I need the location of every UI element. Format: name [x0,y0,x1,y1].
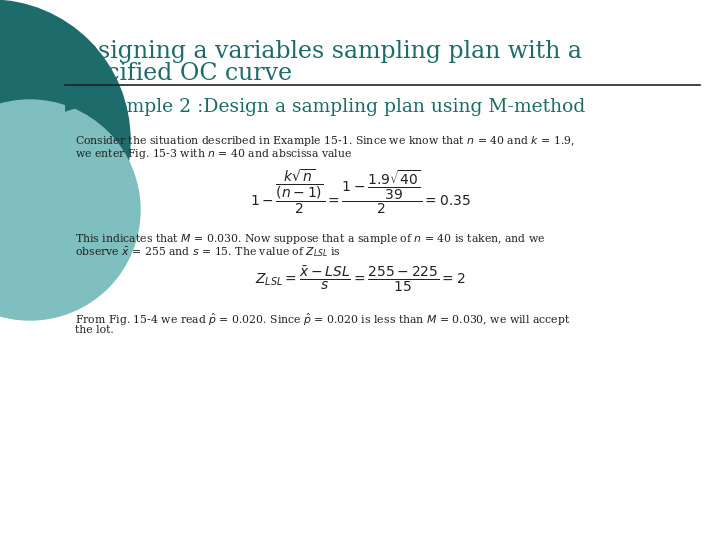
Text: Consider the situation described in Example 15-1. Since we know that $n$ = 40 an: Consider the situation described in Exam… [75,134,575,148]
Text: the lot.: the lot. [75,325,114,335]
Text: ►  Example 2 :Design a sampling plan using M-method: ► Example 2 :Design a sampling plan usin… [65,98,585,116]
Text: specified OC curve: specified OC curve [65,62,292,85]
Text: we enter Fig. 15-3 with $n$ = 40 and abscissa value: we enter Fig. 15-3 with $n$ = 40 and abs… [75,147,352,161]
Text: Designing a variables sampling plan with a: Designing a variables sampling plan with… [65,40,582,63]
Text: $1 - \dfrac{\dfrac{k\sqrt{n}}{(n-1)}}{2}= \dfrac{1 - \dfrac{1.9\sqrt{40}}{39}}{2: $1 - \dfrac{\dfrac{k\sqrt{n}}{(n-1)}}{2}… [250,167,470,215]
Text: observe $\bar{x}$ = 255 and $s$ = 15. The value of $Z_{LSL}$ is: observe $\bar{x}$ = 255 and $s$ = 15. Th… [75,245,341,259]
Text: This indicates that $M$ = 0.030. Now suppose that a sample of $n$ = 40 is taken,: This indicates that $M$ = 0.030. Now sup… [75,232,546,246]
Text: $Z_{LSL} = \dfrac{\bar{x} - LSL}{s} = \dfrac{255 - 225}{15} = 2$: $Z_{LSL} = \dfrac{\bar{x} - LSL}{s} = \d… [255,265,465,294]
Circle shape [0,100,140,320]
Circle shape [0,0,130,280]
Text: From Fig. 15-4 we read $\hat{p}$ = 0.020. Since $\hat{p}$ = 0.020 is less than $: From Fig. 15-4 we read $\hat{p}$ = 0.020… [75,312,570,328]
